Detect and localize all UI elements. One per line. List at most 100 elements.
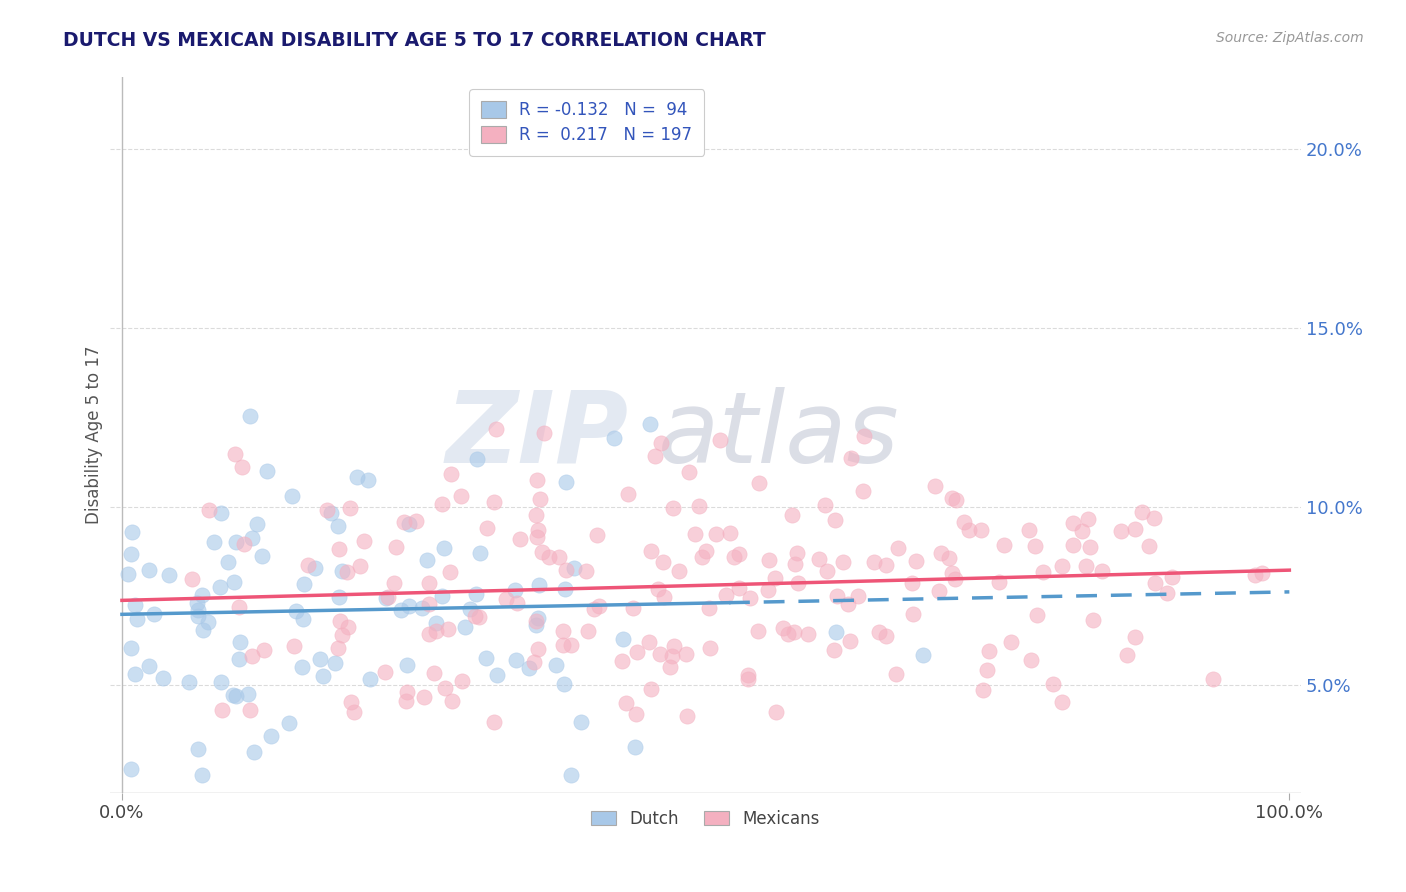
Point: [1042, 677, 1064, 691]
Y-axis label: Disability Age 5 to 17: Disability Age 5 to 17: [86, 346, 103, 524]
Point: [330, 628, 353, 642]
Point: [941, 566, 963, 580]
Point: [485, 668, 508, 682]
Point: [328, 542, 350, 557]
Point: [945, 493, 967, 508]
Point: [517, 661, 540, 675]
Point: [243, 745, 266, 759]
Point: [225, 535, 247, 549]
Point: [1091, 564, 1114, 578]
Point: [395, 657, 418, 672]
Point: [433, 541, 456, 555]
Point: [756, 582, 779, 597]
Point: [783, 624, 806, 639]
Point: [531, 545, 554, 559]
Point: [797, 626, 820, 640]
Text: ZIP: ZIP: [446, 386, 628, 483]
Point: [439, 565, 461, 579]
Point: [434, 681, 457, 696]
Point: [416, 552, 439, 566]
Point: [662, 639, 685, 653]
Point: [544, 658, 567, 673]
Point: [312, 668, 335, 682]
Point: [405, 514, 427, 528]
Point: [503, 583, 526, 598]
Point: [704, 526, 727, 541]
Point: [815, 564, 838, 578]
Point: [304, 561, 326, 575]
Point: [260, 729, 283, 743]
Point: [1137, 539, 1160, 553]
Point: [138, 659, 160, 673]
Point: [638, 634, 661, 648]
Point: [233, 537, 256, 551]
Point: [454, 620, 477, 634]
Point: [509, 533, 531, 547]
Point: [772, 621, 794, 635]
Point: [321, 506, 343, 520]
Point: [846, 589, 869, 603]
Point: [328, 591, 350, 605]
Point: [277, 715, 299, 730]
Point: [929, 546, 952, 560]
Point: [574, 565, 596, 579]
Point: [928, 583, 950, 598]
Point: [229, 635, 252, 649]
Point: [246, 517, 269, 532]
Point: [626, 707, 648, 722]
Text: DUTCH VS MEXICAN DISABILITY AGE 5 TO 17 CORRELATION CHART: DUTCH VS MEXICAN DISABILITY AGE 5 TO 17 …: [63, 31, 766, 50]
Point: [780, 508, 803, 522]
Point: [337, 620, 360, 634]
Point: [222, 688, 245, 702]
Point: [228, 600, 250, 615]
Point: [1070, 524, 1092, 539]
Point: [120, 547, 142, 561]
Point: [911, 648, 934, 663]
Point: [941, 491, 963, 505]
Point: [560, 638, 582, 652]
Point: [256, 465, 278, 479]
Point: [675, 647, 697, 661]
Point: [143, 607, 166, 621]
Point: [675, 709, 697, 723]
Point: [699, 641, 721, 656]
Point: [1077, 512, 1099, 526]
Point: [695, 544, 717, 558]
Point: [441, 694, 464, 708]
Point: [339, 500, 361, 515]
Point: [323, 657, 346, 671]
Point: [668, 565, 690, 579]
Point: [903, 607, 925, 621]
Point: [506, 596, 529, 610]
Point: [786, 576, 808, 591]
Point: [538, 549, 561, 564]
Point: [240, 531, 263, 545]
Point: [152, 672, 174, 686]
Point: [395, 685, 418, 699]
Text: Source: ZipAtlas.com: Source: ZipAtlas.com: [1216, 31, 1364, 45]
Point: [678, 465, 700, 479]
Point: [1115, 648, 1137, 662]
Point: [555, 563, 578, 577]
Point: [138, 563, 160, 577]
Point: [825, 589, 848, 603]
Point: [432, 497, 454, 511]
Point: [209, 506, 232, 520]
Point: [1018, 524, 1040, 538]
Point: [837, 597, 859, 611]
Point: [308, 652, 330, 666]
Point: [329, 615, 352, 629]
Point: [187, 602, 209, 616]
Point: [551, 624, 574, 639]
Point: [529, 578, 551, 592]
Point: [186, 596, 208, 610]
Point: [222, 575, 245, 590]
Point: [1062, 538, 1084, 552]
Point: [297, 558, 319, 573]
Point: [640, 544, 662, 558]
Point: [120, 762, 142, 776]
Point: [157, 568, 180, 582]
Point: [1125, 523, 1147, 537]
Point: [458, 602, 481, 616]
Point: [638, 417, 661, 432]
